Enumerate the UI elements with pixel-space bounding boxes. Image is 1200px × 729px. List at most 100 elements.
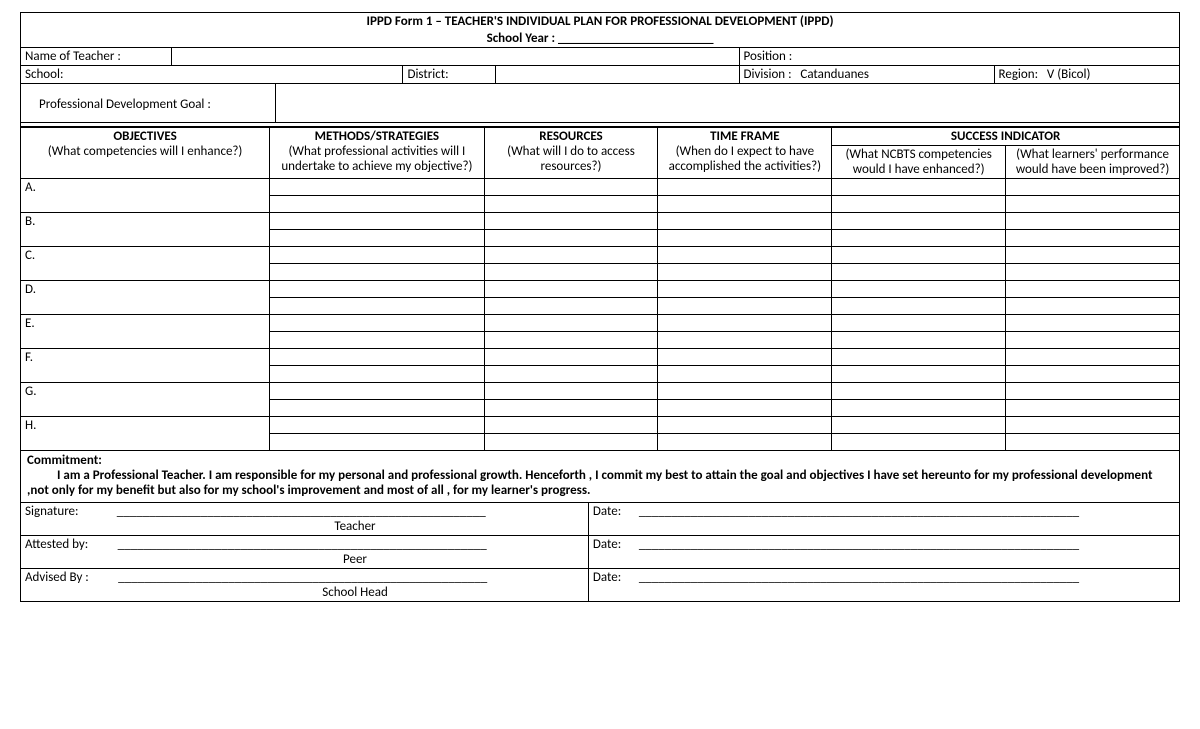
grid-cell[interactable]: [658, 178, 832, 195]
grid-cell[interactable]: [1006, 178, 1180, 195]
grid-cell[interactable]: [658, 348, 832, 365]
position-value[interactable]: [994, 48, 1179, 66]
grid-cell[interactable]: [270, 348, 484, 365]
grid-cell[interactable]: [1006, 399, 1180, 416]
grid-cell[interactable]: [658, 314, 832, 331]
grid-cell[interactable]: [270, 433, 484, 450]
grid-cell[interactable]: [832, 416, 1006, 433]
grid-cell[interactable]: [270, 195, 484, 212]
grid-cell[interactable]: [270, 178, 484, 195]
grid-cell[interactable]: [658, 195, 832, 212]
advised-date: Date: __________________________________…: [588, 568, 1179, 601]
grid-cell[interactable]: [658, 229, 832, 246]
grid-cell[interactable]: [270, 314, 484, 331]
grid-cell[interactable]: [484, 314, 658, 331]
grid-cell[interactable]: [658, 297, 832, 314]
grid-cell[interactable]: [484, 229, 658, 246]
grid-cell[interactable]: [832, 399, 1006, 416]
grid-cell[interactable]: [484, 331, 658, 348]
header-table: IPPD Form 1 – TEACHER'S INDIVIDUAL PLAN …: [20, 12, 1180, 84]
grid-cell[interactable]: [1006, 229, 1180, 246]
grid-cell[interactable]: [484, 195, 658, 212]
grid-cell[interactable]: [832, 314, 1006, 331]
grid-cell[interactable]: [658, 212, 832, 229]
grid-cell[interactable]: [832, 212, 1006, 229]
grid-cell[interactable]: [484, 382, 658, 399]
grid-cell[interactable]: [270, 416, 484, 433]
grid-cell[interactable]: [832, 297, 1006, 314]
grid-cell[interactable]: [658, 331, 832, 348]
grid-cell[interactable]: [1006, 195, 1180, 212]
grid-cell[interactable]: [270, 229, 484, 246]
grid-cell[interactable]: [832, 365, 1006, 382]
attested-row-left: Attested by: ___________________________…: [21, 535, 589, 568]
grid-cell[interactable]: [484, 263, 658, 280]
grid-cell[interactable]: [832, 246, 1006, 263]
pd-goal-table: Professional Development Goal :: [20, 84, 1180, 127]
planning-grid: OBJECTIVES (What competencies will I enh…: [20, 127, 1180, 451]
grid-cell[interactable]: [832, 280, 1006, 297]
grid-cell[interactable]: [1006, 212, 1180, 229]
commitment-text: I am a Professional Teacher. I am respon…: [27, 468, 1173, 498]
grid-cell[interactable]: [1006, 246, 1180, 263]
grid-cell[interactable]: [832, 382, 1006, 399]
grid-cell[interactable]: [270, 246, 484, 263]
grid-cell[interactable]: [832, 433, 1006, 450]
grid-cell[interactable]: [270, 399, 484, 416]
advised-label: Advised By :: [25, 570, 89, 585]
grid-cell[interactable]: [1006, 263, 1180, 280]
grid-cell[interactable]: [484, 280, 658, 297]
grid-cell[interactable]: [1006, 433, 1180, 450]
division-cell: Division : Catanduanes: [739, 66, 994, 84]
grid-cell[interactable]: [1006, 382, 1180, 399]
teacher-name-value[interactable]: [171, 48, 739, 66]
grid-cell[interactable]: [658, 246, 832, 263]
grid-cell[interactable]: [832, 348, 1006, 365]
grid-cell[interactable]: [1006, 365, 1180, 382]
grid-cell[interactable]: [270, 212, 484, 229]
grid-cell[interactable]: [658, 433, 832, 450]
grid-cell[interactable]: [658, 416, 832, 433]
role-peer: Peer: [165, 552, 545, 567]
grid-cell[interactable]: [1006, 280, 1180, 297]
grid-cell[interactable]: [484, 399, 658, 416]
pd-goal-value[interactable]: [275, 84, 1179, 122]
grid-cell[interactable]: [832, 195, 1006, 212]
objective-label-A: A.: [21, 178, 270, 212]
grid-cell[interactable]: [270, 280, 484, 297]
grid-cell[interactable]: [832, 331, 1006, 348]
grid-cell[interactable]: [270, 297, 484, 314]
grid-cell[interactable]: [484, 416, 658, 433]
date-label-1: Date:: [593, 504, 621, 519]
grid-cell[interactable]: [1006, 416, 1180, 433]
commitment-label: Commitment:: [27, 453, 1173, 468]
district-value[interactable]: [496, 66, 739, 84]
grid-cell[interactable]: [270, 382, 484, 399]
grid-cell[interactable]: [658, 365, 832, 382]
grid-cell[interactable]: [484, 212, 658, 229]
grid-cell[interactable]: [484, 297, 658, 314]
grid-cell[interactable]: [270, 331, 484, 348]
grid-cell[interactable]: [832, 178, 1006, 195]
grid-cell[interactable]: [658, 263, 832, 280]
grid-cell[interactable]: [484, 178, 658, 195]
grid-cell[interactable]: [1006, 314, 1180, 331]
grid-cell[interactable]: [270, 365, 484, 382]
objective-label-F: F.: [21, 348, 270, 382]
grid-cell[interactable]: [658, 280, 832, 297]
grid-cell[interactable]: [484, 433, 658, 450]
grid-cell[interactable]: [484, 365, 658, 382]
grid-cell[interactable]: [484, 348, 658, 365]
grid-cell[interactable]: [832, 263, 1006, 280]
grid-cell[interactable]: [1006, 348, 1180, 365]
grid-cell[interactable]: [270, 263, 484, 280]
school-year-blank: ________________________: [558, 31, 713, 46]
grid-cell[interactable]: [832, 229, 1006, 246]
grid-cell[interactable]: [484, 246, 658, 263]
objective-label-D: D.: [21, 280, 270, 314]
grid-cell[interactable]: [658, 399, 832, 416]
grid-cell[interactable]: [1006, 331, 1180, 348]
grid-cell[interactable]: [1006, 297, 1180, 314]
grid-cell[interactable]: [658, 382, 832, 399]
advised-row-left: Advised By : ___________________________…: [21, 568, 589, 601]
